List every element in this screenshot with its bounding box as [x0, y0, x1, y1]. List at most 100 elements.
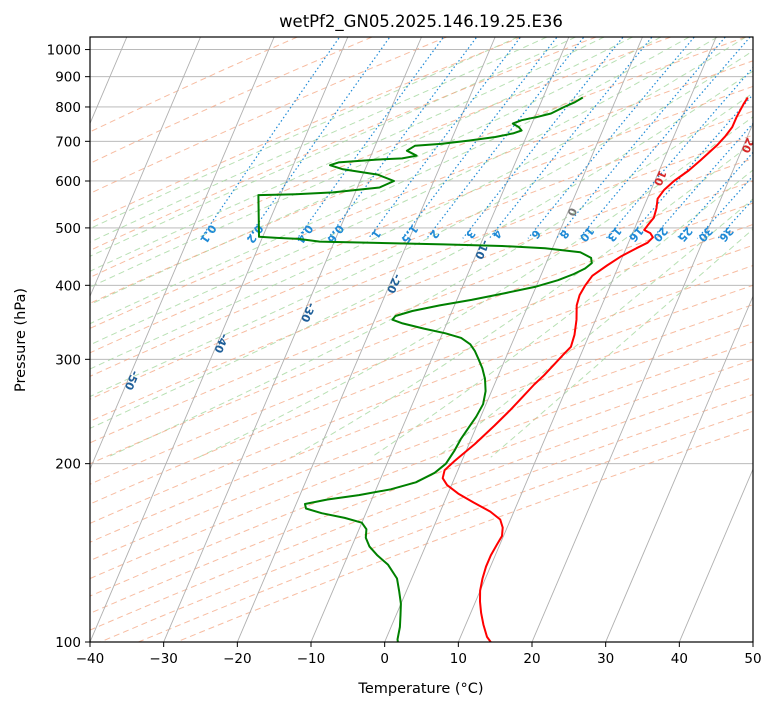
moist-adiabat-line [90, 70, 753, 429]
temperature-profile-line [441, 96, 749, 642]
moist-adiabat-line [90, 37, 662, 306]
dry-adiabat-line [90, 85, 753, 354]
isotherm-line [457, 37, 717, 642]
moist-adiabats [90, 37, 753, 458]
dry-adiabat-line [90, 376, 753, 631]
isotherm-line [90, 37, 275, 471]
mixing-ratio-line [368, 37, 522, 239]
y-tick-label: 800 [55, 100, 81, 116]
dry-adiabat-line [90, 110, 753, 377]
mixing-ratio-label: 4 [489, 227, 504, 241]
moist-adiabat-line [107, 92, 753, 458]
x-tick-label: 40 [671, 651, 688, 667]
mixing-ratio-label: 25 [675, 224, 695, 244]
isotherm-line [90, 37, 201, 298]
mixing-ratio-line [401, 37, 558, 239]
dry-adiabat-line [176, 427, 753, 642]
dewpoint-profile-line [257, 96, 593, 642]
isotherm-line [678, 467, 753, 642]
mixing-ratio-label: 20 [650, 224, 670, 244]
moist-adiabat-line [90, 37, 548, 243]
mixing-ratio-label: 36 [716, 224, 736, 244]
y-tick-label: 1000 [47, 43, 81, 59]
moist-adiabat-line [90, 37, 519, 230]
isotherm-label: -60 [31, 409, 51, 433]
dry-adiabat-line [90, 37, 373, 164]
y-axis-ticks: 100 200 300 400 500 600 700 800 900 1000 [47, 43, 90, 651]
mixing-ratio-line [578, 37, 751, 239]
x-tick-label: 10 [450, 651, 467, 667]
y-tick-label: 500 [55, 221, 81, 237]
x-axis-title: Temperature (°C) [357, 681, 483, 697]
dry-adiabat-line [90, 157, 753, 422]
mixing-ratio-label: 0.1 [197, 222, 219, 245]
dry-adiabat-label: 10 [651, 168, 669, 187]
y-tick-label: 300 [55, 352, 81, 368]
chart-title: wetPf2_GN05.2025.146.19.25.E36 [279, 12, 563, 32]
x-tick-label: −30 [149, 651, 178, 667]
dry-adiabat-line [90, 223, 753, 485]
isotherm-line [163, 37, 422, 642]
moist-adiabat-line [90, 37, 576, 257]
x-tick-label: −20 [223, 651, 252, 667]
y-tick-label: 700 [55, 134, 81, 150]
mixing-ratio-line [327, 37, 478, 239]
dry-adiabat-line [90, 284, 753, 543]
y-tick-label: 200 [55, 457, 81, 473]
isotherms [90, 37, 753, 642]
dry-adiabat-line [90, 341, 753, 597]
dry-adiabat-line [90, 37, 298, 133]
dry-adiabat-line [90, 322, 753, 580]
y-tick-label: 600 [55, 174, 81, 190]
x-tick-label: 0 [380, 651, 389, 667]
dry-adiabat-line [90, 180, 753, 444]
y-axis-title: Pressure (hPa) [13, 288, 29, 392]
dry-adiabat-line [100, 394, 753, 642]
x-tick-label: 20 [523, 651, 540, 667]
dry-adiabat-line [90, 359, 753, 614]
mixing-ratio-line [651, 122, 753, 239]
dry-adiabat-line [90, 37, 522, 224]
mixing-ratio-line [676, 151, 753, 239]
isotherm-line [531, 122, 753, 642]
plot-area: 0.10.20.40.611.52346810131620253036-100-… [31, 37, 753, 642]
mixing-ratio-line [696, 175, 753, 239]
mixing-ratio-line [426, 37, 585, 239]
dry-adiabat-line [90, 244, 753, 505]
moist-adiabat-line [90, 37, 747, 370]
dry-adiabats [90, 37, 753, 642]
moist-adiabat-line [90, 50, 753, 398]
dry-adiabat-line [90, 202, 753, 465]
moist-adiabat-line [198, 116, 753, 458]
dry-adiabat-line [90, 37, 447, 195]
isotherm-line [384, 37, 643, 642]
isotherm-line [605, 295, 753, 642]
plot-frame [89, 36, 754, 643]
mixing-ratio-label: 0.4 [294, 222, 316, 246]
dry-adiabat-line [90, 134, 753, 400]
mixing-ratio-line [605, 66, 753, 239]
isotherm-line [90, 37, 349, 642]
mixing-ratio-lines [200, 37, 753, 239]
isotherm-line [310, 37, 570, 642]
mixing-ratio-line [555, 37, 727, 239]
y-tick-label: 400 [55, 278, 81, 294]
moist-adiabat-line [90, 37, 605, 272]
y-tick-label: 900 [55, 70, 81, 86]
mixing-ratio-label: 2 [427, 227, 442, 241]
moist-adiabat-line [90, 37, 718, 346]
grid-layer [90, 49, 753, 642]
profile-series [257, 96, 749, 642]
moist-adiabat-line [90, 37, 633, 288]
mixing-ratio-label: 30 [695, 224, 715, 244]
x-tick-label: 50 [744, 651, 761, 667]
x-tick-label: −10 [297, 651, 326, 667]
mixing-ratio-line [247, 37, 391, 239]
mixing-ratio-label: 1 [368, 227, 383, 241]
mixing-ratio-line [296, 37, 445, 239]
mixing-ratio-line [627, 93, 753, 239]
mixing-ratio-label: 13 [604, 224, 624, 244]
dry-adiabat-line [90, 60, 753, 329]
dry-adiabat-line [90, 265, 753, 524]
mixing-ratio-line [488, 37, 653, 239]
